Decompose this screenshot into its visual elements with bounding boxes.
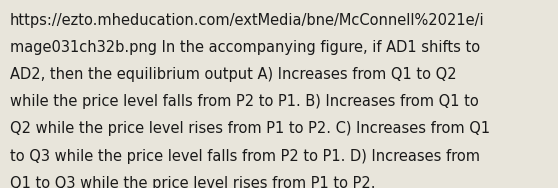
Text: AD2, then the equilibrium output A) Increases from Q1 to Q2: AD2, then the equilibrium output A) Incr… — [10, 67, 456, 82]
Text: https://ezto.mheducation.com/extMedia/bne/McConnell%2021e/i: https://ezto.mheducation.com/extMedia/bn… — [10, 13, 485, 28]
Text: mage031ch32b.png In the accompanying figure, if AD1 shifts to: mage031ch32b.png In the accompanying fig… — [10, 40, 480, 55]
Text: to Q3 while the price level falls from P2 to P1. D) Increases from: to Q3 while the price level falls from P… — [10, 149, 480, 164]
Text: while the price level falls from P2 to P1. B) Increases from Q1 to: while the price level falls from P2 to P… — [10, 94, 479, 109]
Text: Q2 while the price level rises from P1 to P2. C) Increases from Q1: Q2 while the price level rises from P1 t… — [10, 121, 490, 136]
Text: Q1 to Q3 while the price level rises from P1 to P2.: Q1 to Q3 while the price level rises fro… — [10, 176, 376, 188]
